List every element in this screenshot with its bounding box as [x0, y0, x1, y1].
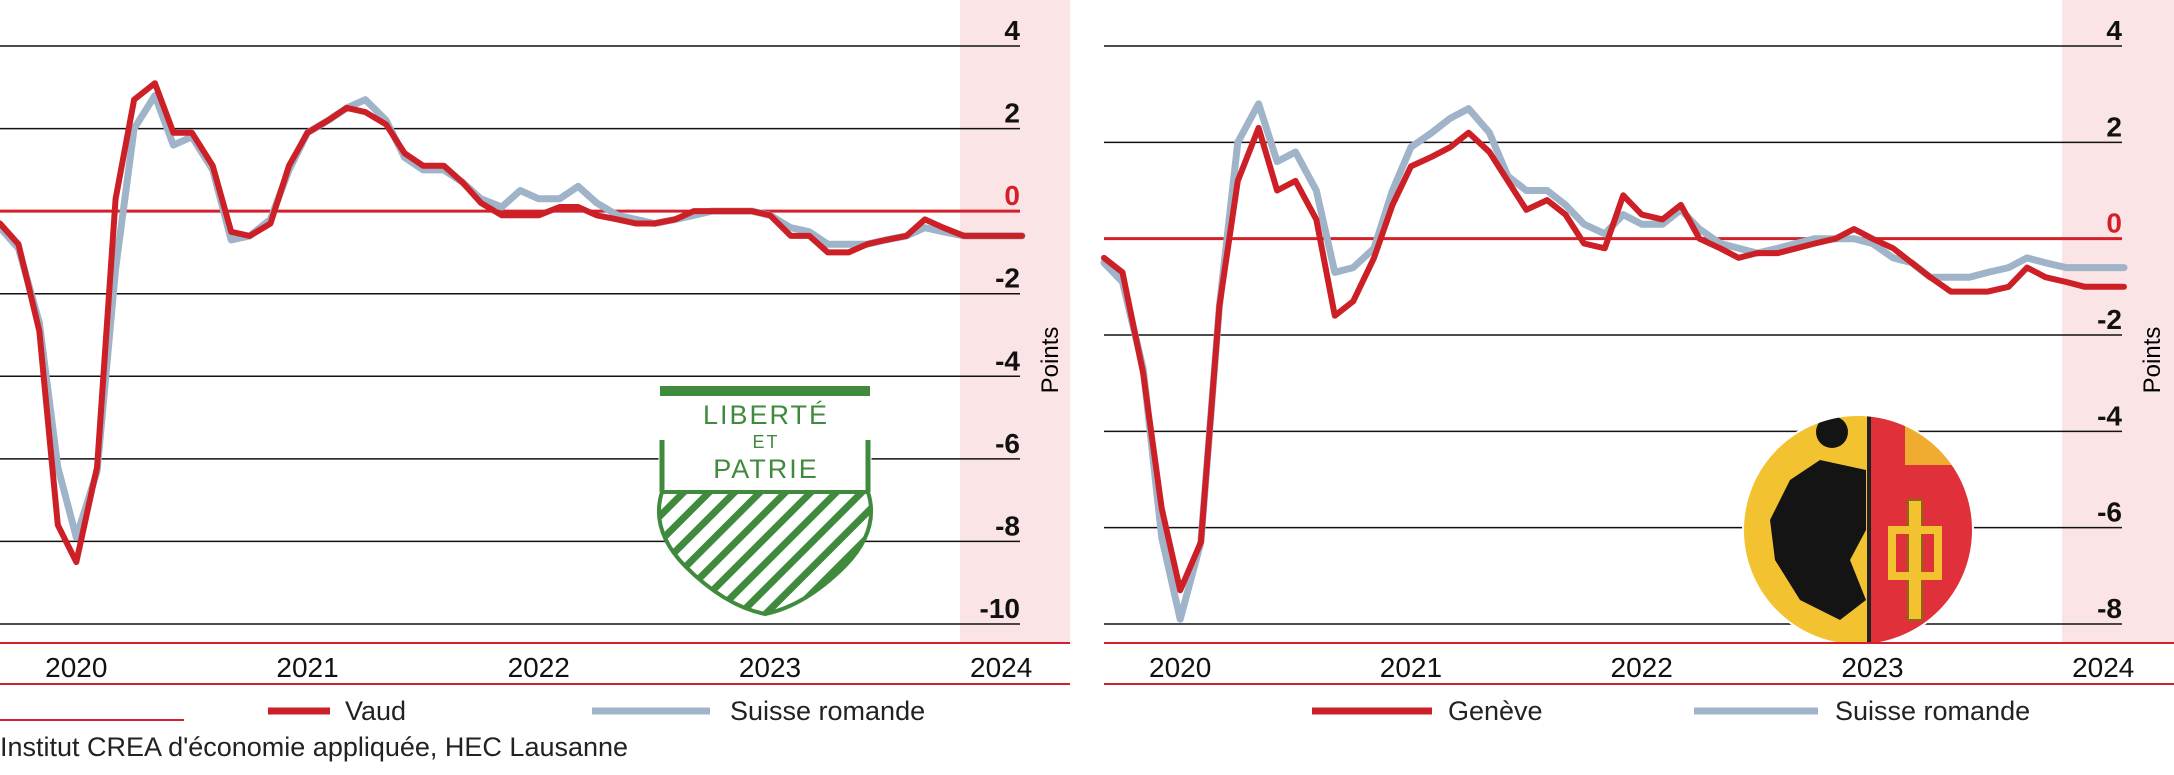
y-unit-label: Points	[2139, 327, 2166, 394]
legend-label-suisse: Suisse romande	[730, 696, 925, 726]
legend: Vaud Suisse romande	[268, 696, 925, 726]
legend-label-vaud: Vaud	[345, 696, 406, 726]
x-tick-label: 2021	[1380, 652, 1442, 683]
x-tick-label: 2020	[1149, 652, 1211, 683]
emblem-text-2: ET	[752, 432, 779, 452]
y-tick-labels: 4 2 0 -2 -4 -6 -8	[2097, 15, 2122, 624]
emblem-text-3: PATRIE	[713, 454, 819, 484]
legend: Genève Suisse romande	[1312, 696, 2030, 726]
future-band	[960, 0, 1070, 642]
chart-panel-vaud: 420-2-4-6-8-10 LIBERTÉ ET PATRIE 2020 202…	[0, 0, 1070, 726]
source-text: Institut CREA d'économie appliquée, HEC …	[0, 732, 628, 762]
y-tick-label: -4	[995, 345, 1020, 376]
y-tick-label: -4	[2097, 400, 2122, 431]
y-tick-label: -6	[2097, 497, 2122, 528]
x-tick-label: 2023	[739, 652, 801, 683]
gridlines	[1104, 45, 2122, 625]
x-tick-label: 2024	[970, 652, 1032, 683]
x-tick-label: 2020	[45, 652, 107, 683]
y-tick-labels: 4 2 0 -2 -4 -6 -8 -10	[980, 15, 1021, 624]
y-tick-label: 4	[2106, 15, 2122, 46]
x-tick-label: 2024	[2072, 652, 2134, 683]
y-tick-label: 2	[1004, 98, 1020, 129]
future-band	[2062, 0, 2174, 642]
x-tick-label: 2021	[276, 652, 338, 683]
y-tick-label: -2	[995, 263, 1020, 294]
x-tick-label: 2023	[1841, 652, 1903, 683]
y-tick-label: -8	[995, 510, 1020, 541]
y-tick-label: 2	[2106, 111, 2122, 142]
emblem-text-1: LIBERTÉ	[703, 400, 829, 430]
y-tick-label: 0	[2106, 208, 2122, 239]
series-vaud-line	[0, 80, 1025, 566]
y-unit-label: Points	[1037, 327, 1064, 394]
series-geneve-line	[1101, 124, 2127, 594]
geneva-coat-of-arms	[1742, 414, 1974, 646]
y-tick-label: 0	[1004, 180, 1020, 211]
legend-label-suisse: Suisse romande	[1835, 696, 2030, 726]
x-tick-label: 2022	[1611, 652, 1673, 683]
x-tick-label: 2022	[508, 652, 570, 683]
legend-label-geneve: Genève	[1448, 696, 1543, 726]
y-tick-label: -10	[980, 593, 1020, 624]
chart-panel-geneve: 420-2-4-6-8 2020 2021 2022 2023 2024 Points …	[1100, 0, 2174, 726]
y-tick-label: -8	[2097, 593, 2122, 624]
x-tick-labels: 2020 2021 2022 2023 2024	[45, 652, 1032, 683]
y-tick-label: -2	[2097, 304, 2122, 335]
x-tick-labels: 2020 2021 2022 2023 2024	[1149, 652, 2134, 683]
series-suisse-romande-line	[0, 92, 1026, 541]
vaud-coat-of-arms: LIBERTÉ ET PATRIE	[657, 386, 873, 617]
y-tick-label: -6	[995, 428, 1020, 459]
y-tick-label: 4	[1004, 15, 1020, 46]
